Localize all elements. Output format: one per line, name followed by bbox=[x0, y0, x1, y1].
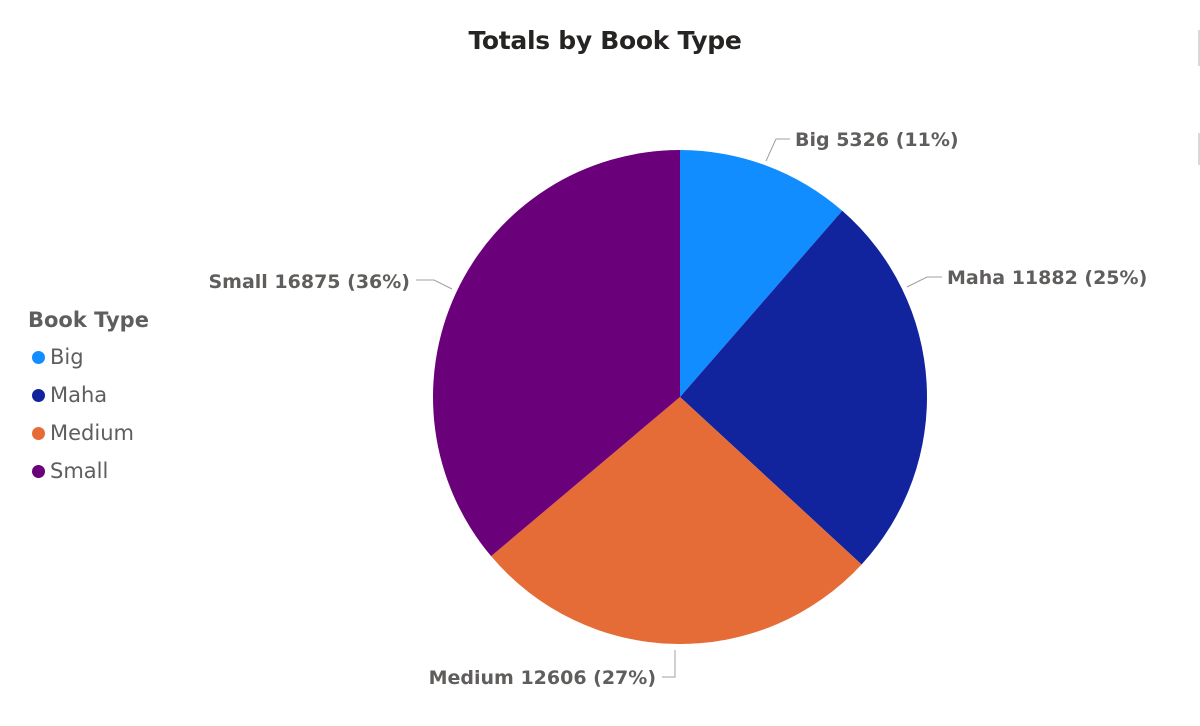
leader-line bbox=[416, 279, 453, 290]
leader-line bbox=[906, 276, 942, 288]
pie-slice-small[interactable] bbox=[433, 150, 680, 557]
legend-dot-icon bbox=[32, 350, 45, 364]
leader-line bbox=[662, 650, 676, 678]
legend-item-maha[interactable]: Maha bbox=[28, 376, 149, 414]
legend-dot-icon bbox=[32, 464, 45, 478]
legend-dot-icon bbox=[32, 426, 45, 440]
leader-line bbox=[765, 138, 790, 162]
scroll-edge-indicator bbox=[1198, 133, 1200, 165]
data-label-medium: Medium 12606 (27%) bbox=[429, 667, 656, 689]
pie-slice-medium[interactable] bbox=[491, 397, 862, 644]
legend-dot-icon bbox=[32, 388, 45, 402]
legend-item-big[interactable]: Big bbox=[28, 338, 149, 376]
data-label-big: Big 5326 (11%) bbox=[795, 129, 959, 151]
pie-slice-maha[interactable] bbox=[680, 210, 927, 565]
scroll-edge-indicator bbox=[1198, 30, 1200, 66]
data-label-small: Small 16875 (36%) bbox=[208, 271, 410, 293]
legend-title: Book Type bbox=[28, 308, 149, 332]
legend-label: Small bbox=[50, 459, 109, 483]
legend-label: Maha bbox=[50, 383, 108, 407]
data-label-maha: Maha 11882 (25%) bbox=[947, 267, 1147, 289]
legend-item-medium[interactable]: Medium bbox=[28, 414, 149, 452]
chart-title: Totals by Book Type bbox=[468, 26, 742, 55]
legend-label: Medium bbox=[50, 421, 134, 445]
pie-slice-big[interactable] bbox=[680, 150, 843, 397]
legend: Book Type Big Maha Medium Small bbox=[28, 308, 149, 490]
legend-label: Big bbox=[50, 345, 84, 369]
legend-item-small[interactable]: Small bbox=[28, 452, 149, 490]
